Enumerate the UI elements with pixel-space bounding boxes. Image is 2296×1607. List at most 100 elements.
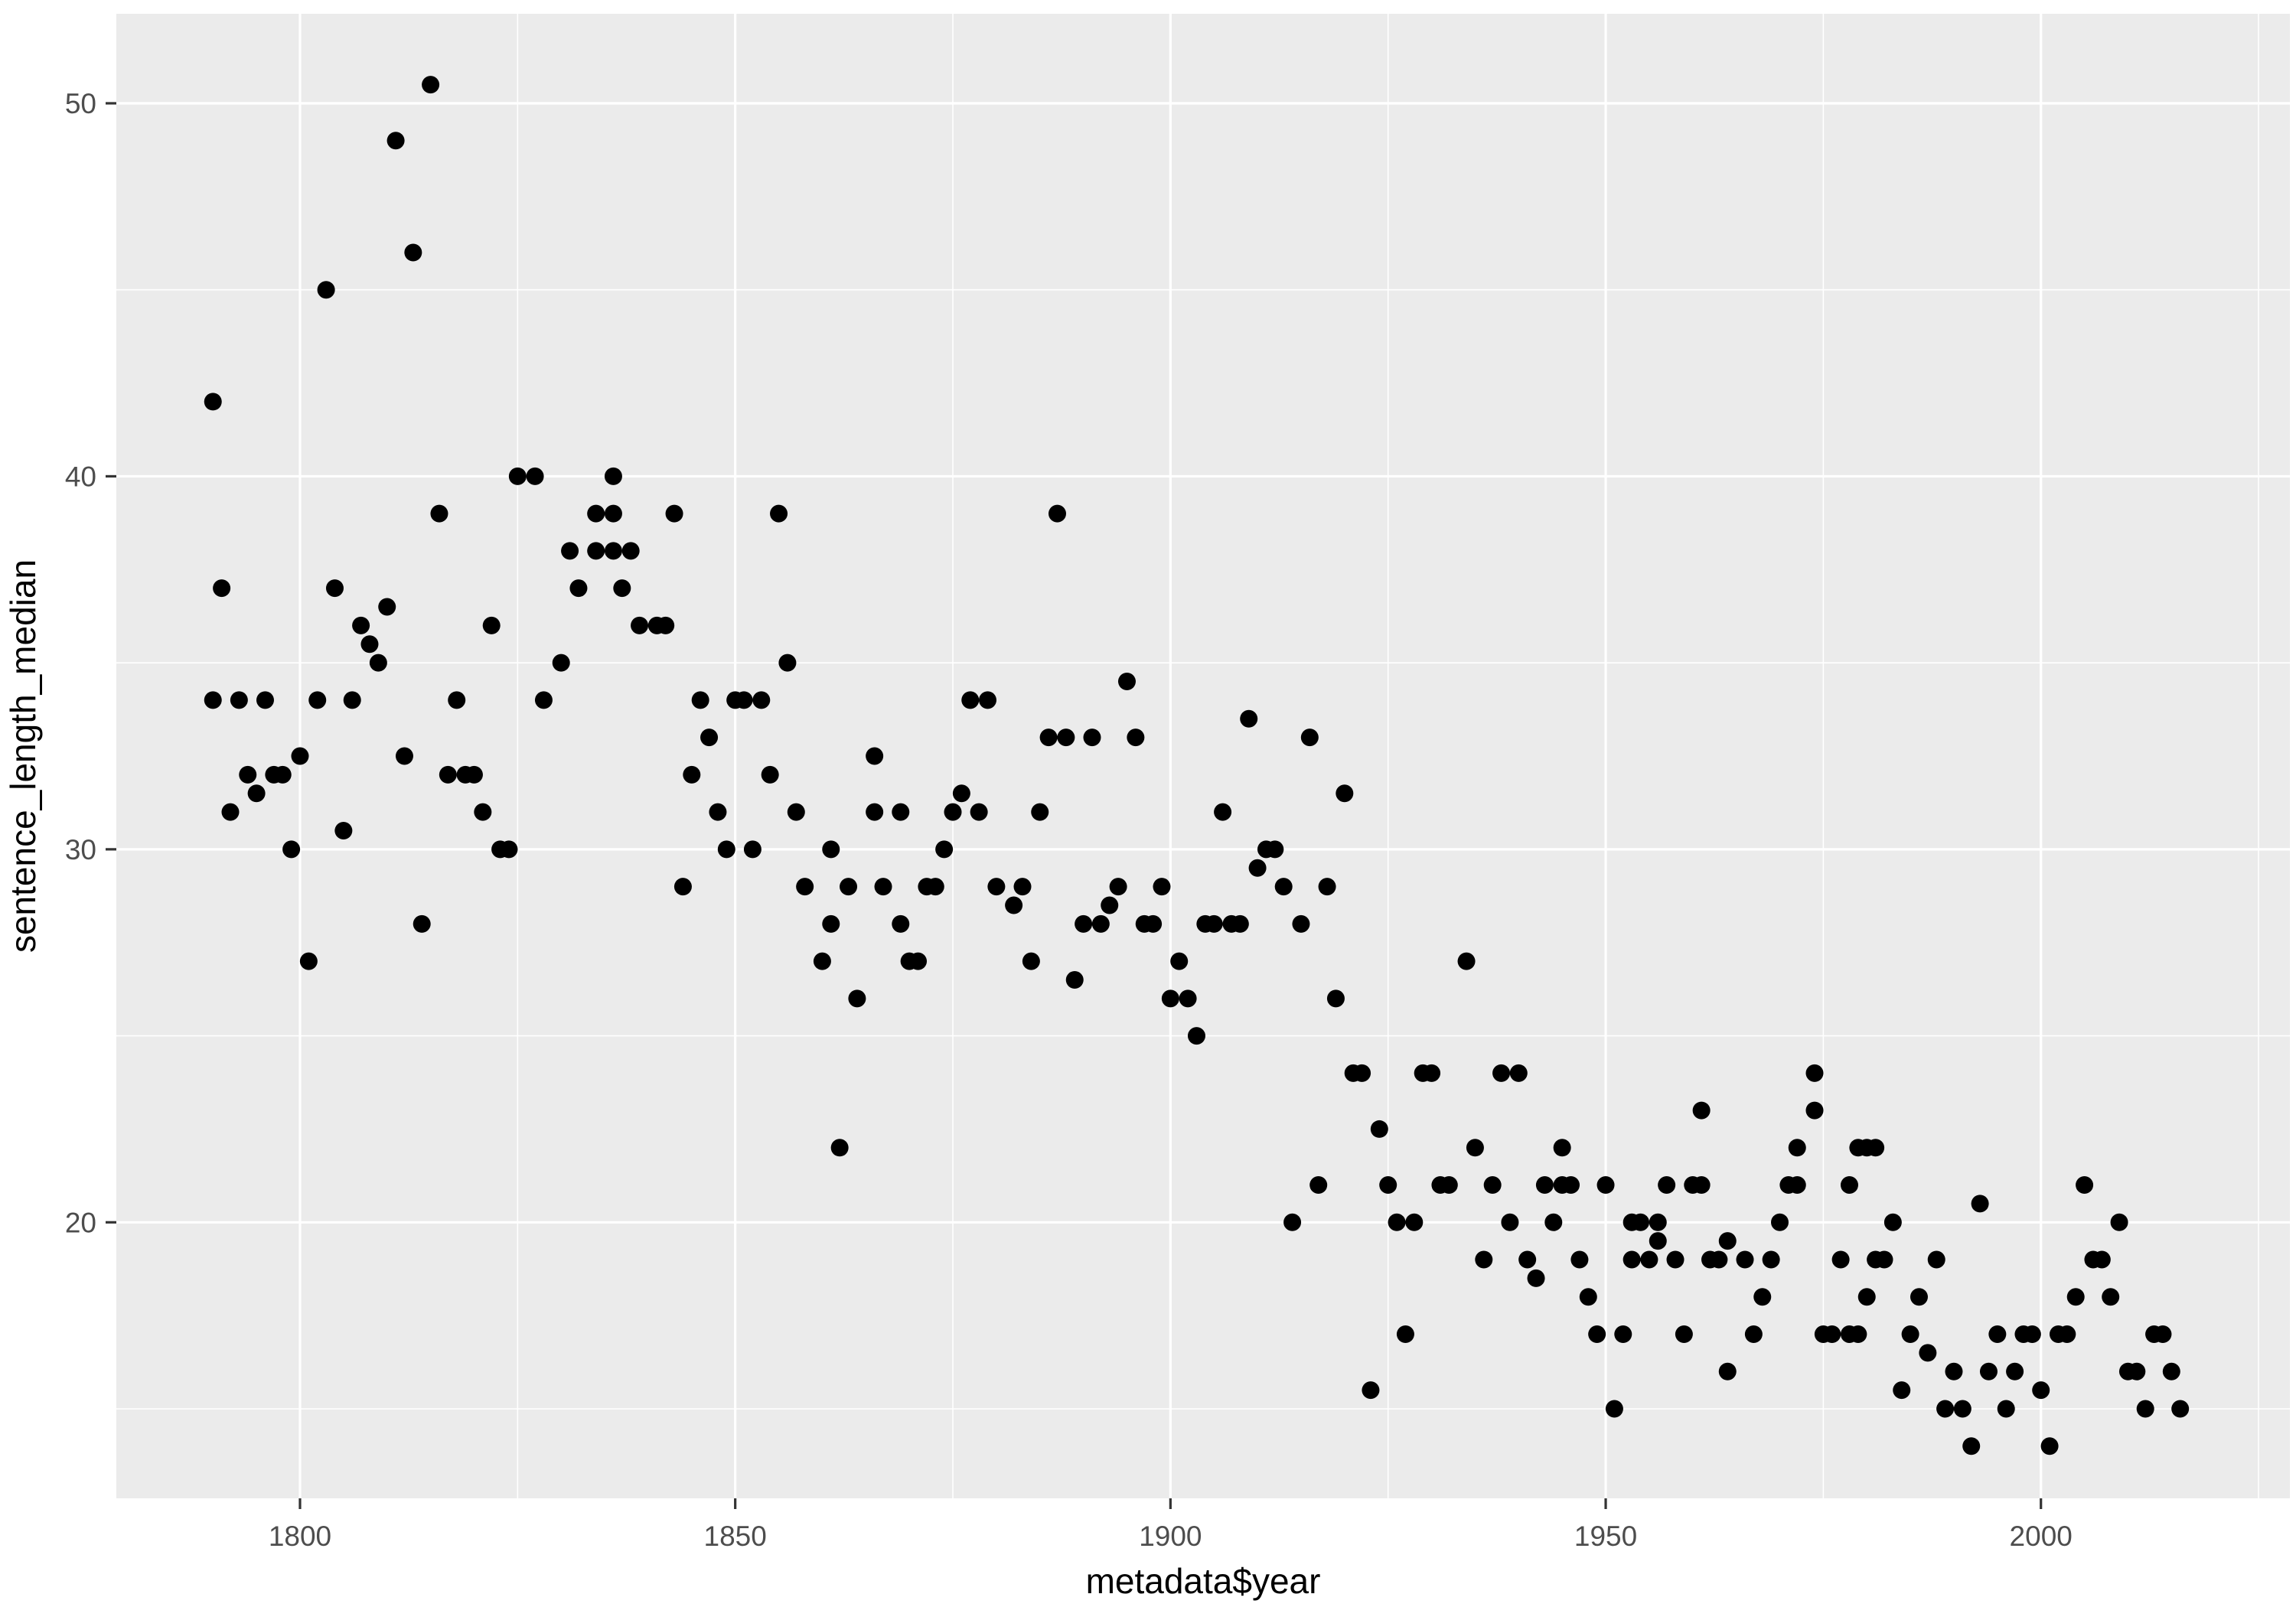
data-point — [1161, 989, 1179, 1008]
data-point — [1753, 1288, 1772, 1306]
data-point — [926, 878, 944, 896]
data-point — [1187, 1027, 1205, 1045]
data-point — [1370, 1120, 1388, 1138]
data-point — [552, 654, 570, 672]
data-point — [2110, 1213, 2128, 1231]
data-point — [448, 691, 466, 709]
data-point — [317, 281, 335, 299]
data-point — [909, 952, 928, 970]
y-tick-label: 40 — [65, 461, 96, 492]
data-point — [1205, 914, 1223, 933]
data-point — [1640, 1250, 1658, 1269]
data-point — [1109, 878, 1127, 896]
data-point — [369, 654, 387, 672]
data-point — [1170, 952, 1189, 970]
data-point — [378, 598, 396, 616]
data-point — [439, 765, 457, 784]
data-point — [796, 878, 814, 896]
data-point — [204, 691, 222, 709]
data-point — [239, 765, 257, 784]
data-point — [874, 878, 892, 896]
data-point — [1362, 1381, 1380, 1400]
data-point — [2058, 1325, 2076, 1344]
data-point — [1117, 673, 1136, 691]
data-point — [1283, 1213, 1302, 1231]
data-point — [770, 504, 788, 523]
data-point — [987, 878, 1006, 896]
data-point — [2076, 1176, 2094, 1195]
data-point — [761, 765, 779, 784]
data-point — [892, 914, 910, 933]
data-point — [500, 840, 518, 859]
data-point — [1788, 1139, 1806, 1157]
data-point — [1579, 1288, 1597, 1306]
data-point — [1570, 1250, 1589, 1269]
data-point — [430, 504, 448, 523]
data-point — [482, 616, 501, 634]
data-point — [830, 1139, 849, 1157]
data-point — [813, 952, 831, 970]
data-point — [952, 784, 970, 803]
x-tick-label: 1800 — [269, 1521, 331, 1552]
x-tick-label: 1950 — [1574, 1521, 1637, 1552]
data-point — [404, 243, 422, 262]
data-point — [1483, 1176, 1502, 1195]
data-point — [1831, 1250, 1850, 1269]
data-point — [1805, 1101, 1824, 1120]
data-point — [2102, 1288, 2120, 1306]
data-point — [613, 579, 631, 598]
data-point — [2066, 1288, 2085, 1306]
data-point — [717, 840, 735, 859]
data-point — [1927, 1250, 1945, 1269]
data-point — [935, 840, 954, 859]
y-tick-label: 30 — [65, 834, 96, 865]
data-point — [1718, 1362, 1737, 1380]
data-point — [1388, 1213, 1406, 1231]
data-point — [2092, 1250, 2111, 1269]
data-point — [1300, 729, 1319, 747]
data-point — [1936, 1400, 1955, 1418]
data-point — [657, 616, 675, 634]
data-point — [1553, 1139, 1571, 1157]
data-point — [665, 504, 683, 523]
data-point — [1022, 952, 1040, 970]
data-point — [735, 691, 753, 709]
data-point — [1240, 709, 1258, 728]
data-point — [273, 765, 292, 784]
data-point — [1231, 914, 1249, 933]
data-point — [561, 542, 579, 560]
data-point — [1692, 1101, 1711, 1120]
data-point — [1440, 1176, 1458, 1195]
data-point — [2032, 1381, 2050, 1400]
data-point — [621, 542, 640, 560]
data-point — [961, 691, 980, 709]
data-point — [1318, 878, 1336, 896]
data-point — [1649, 1232, 1667, 1250]
x-axis-tick-labels: 1800 1850 1900 1950 2000 — [269, 1521, 2073, 1552]
y-axis-tick-labels: 20 30 40 50 — [65, 88, 96, 1238]
data-point — [395, 747, 413, 765]
data-point — [1379, 1176, 1397, 1195]
data-point — [1788, 1176, 1806, 1195]
data-point — [474, 803, 492, 821]
data-point — [299, 952, 318, 970]
data-point — [1857, 1288, 1876, 1306]
data-point — [1875, 1250, 1893, 1269]
data-point — [1883, 1213, 1902, 1231]
data-point — [1457, 952, 1476, 970]
data-point — [1535, 1176, 1554, 1195]
data-point — [1893, 1381, 1911, 1400]
data-point — [1048, 504, 1066, 523]
data-point — [343, 691, 361, 709]
data-point — [465, 765, 483, 784]
data-point — [2040, 1437, 2059, 1455]
data-point — [604, 467, 622, 485]
data-point — [360, 635, 379, 654]
data-point — [1632, 1213, 1650, 1231]
data-point — [1988, 1325, 2007, 1344]
data-point — [604, 542, 622, 560]
data-point — [1075, 914, 1093, 933]
data-point — [204, 393, 222, 411]
data-point — [1292, 914, 1310, 933]
